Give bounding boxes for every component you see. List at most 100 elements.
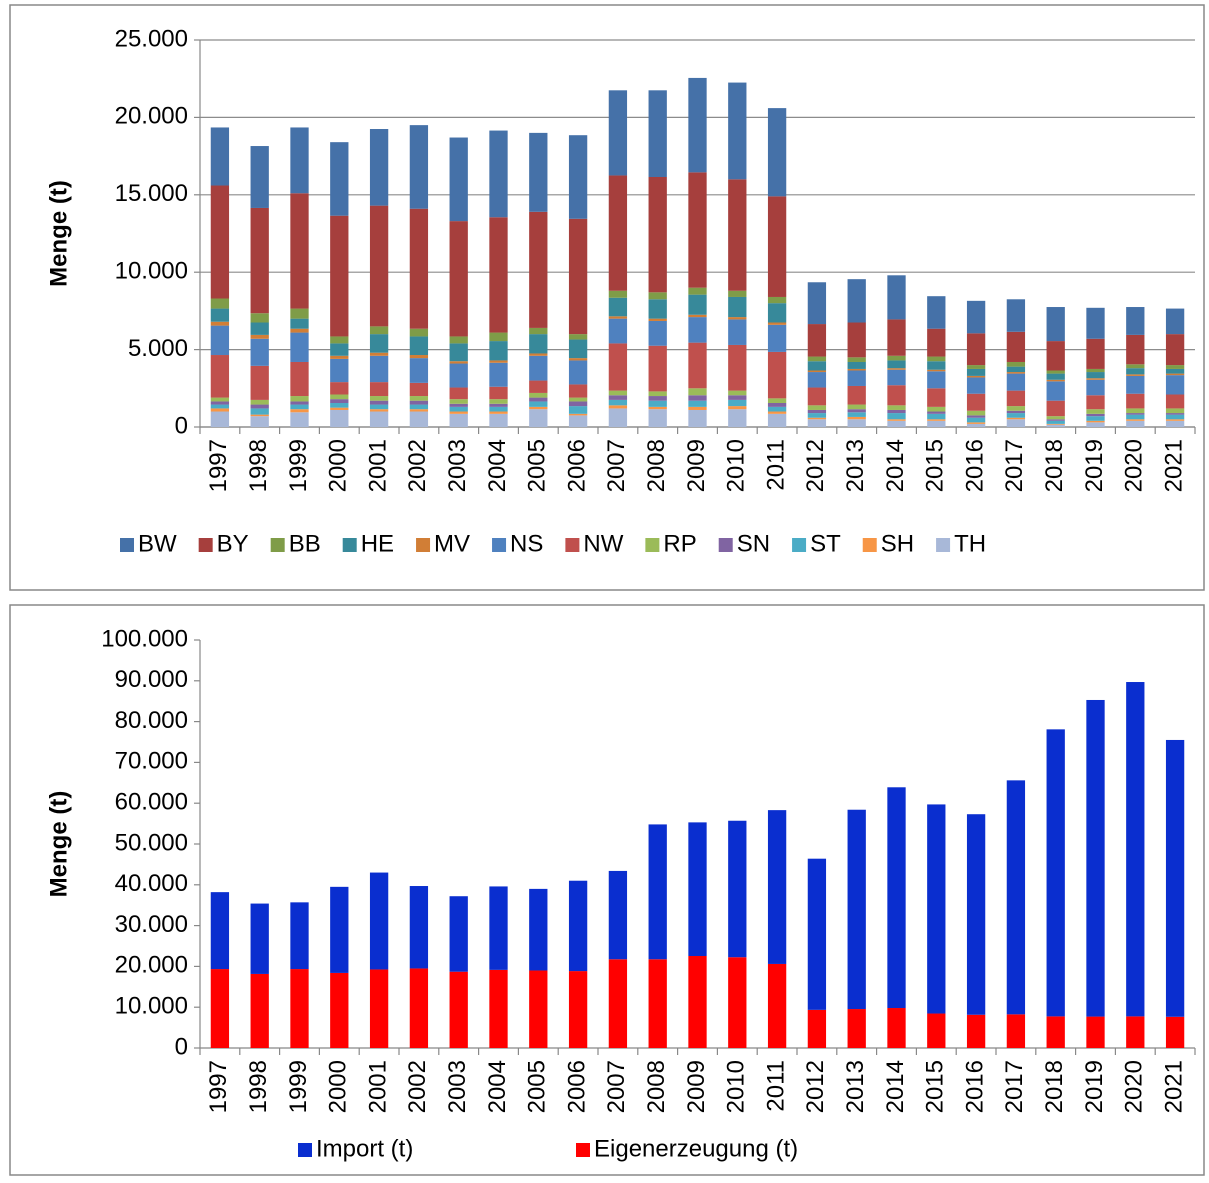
- bar-segment: [330, 403, 349, 408]
- x-tick-label: 2017: [1001, 1060, 1028, 1113]
- bar-segment: [887, 368, 906, 370]
- legend-swatch: [298, 1143, 312, 1157]
- bar-segment: [927, 406, 946, 412]
- x-tick-label: 2012: [802, 1060, 829, 1113]
- bar-segment: [210, 408, 230, 412]
- bar-segment: [767, 322, 787, 325]
- bar-segment: [290, 409, 309, 413]
- bar-segment: [648, 959, 667, 1048]
- bar-segment: [1006, 373, 1026, 391]
- bar-segment: [330, 343, 349, 356]
- bar-segment: [688, 317, 707, 343]
- legend-swatch: [270, 538, 285, 552]
- bar-segment: [449, 221, 468, 337]
- bar-segment: [966, 422, 986, 424]
- bar-segment: [250, 322, 269, 335]
- x-tick-label: 2015: [922, 1060, 949, 1113]
- bar-segment: [767, 398, 787, 404]
- bar-segment: [608, 390, 628, 396]
- legend-swatch: [565, 538, 580, 552]
- bar-segment: [489, 413, 508, 427]
- bar-segment: [1086, 1016, 1105, 1048]
- bar-segment: [728, 399, 747, 407]
- bar-segment: [887, 405, 906, 410]
- legend-label: Eigenerzeugung (t): [594, 1135, 798, 1162]
- y-axis-label: Menge (t): [45, 180, 72, 287]
- x-tick-label: 2005: [524, 1060, 551, 1113]
- bar-segment: [966, 393, 986, 411]
- bar-segment: [409, 328, 429, 337]
- bar-segment: [1086, 699, 1105, 1017]
- x-tick-label: 2004: [484, 439, 511, 492]
- bar-segment: [608, 399, 628, 406]
- bar-segment: [1165, 414, 1185, 420]
- bar-segment: [369, 404, 389, 410]
- bar-segment: [767, 413, 787, 427]
- y-tick-label: 10.000: [115, 993, 188, 1020]
- bar-segment: [330, 142, 349, 216]
- bar-segment: [927, 371, 946, 389]
- bar-segment: [449, 336, 468, 344]
- bar-segment: [648, 176, 667, 293]
- bar-segment: [648, 320, 667, 346]
- bar-segment: [290, 361, 309, 397]
- bar-segment: [648, 345, 667, 392]
- x-tick-label: 1997: [205, 439, 232, 492]
- bar-segment: [847, 412, 866, 417]
- x-tick-label: 2020: [1121, 439, 1148, 492]
- legend-swatch: [792, 538, 807, 552]
- bar-segment: [767, 108, 787, 197]
- bar-segment: [1165, 373, 1185, 376]
- bar-segment: [409, 358, 429, 383]
- bar-segment: [369, 411, 389, 427]
- y-tick-label: 15.000: [115, 180, 188, 207]
- bar-segment: [529, 334, 548, 354]
- bar-segment: [608, 90, 628, 176]
- bar-segment: [210, 298, 230, 309]
- bar-segment: [409, 355, 429, 359]
- legend-label: NW: [583, 530, 623, 557]
- bar-segment: [767, 403, 787, 407]
- bar-segment: [330, 215, 349, 337]
- bar-segment: [1006, 361, 1026, 367]
- bar-segment: [529, 355, 548, 381]
- legend-label: ST: [810, 530, 841, 557]
- x-tick-label: 2015: [922, 439, 949, 492]
- bar-segment: [1086, 338, 1105, 369]
- chart-frame: [9, 4, 1205, 591]
- x-tick-label: 2011: [762, 1060, 789, 1112]
- bar-segment: [807, 405, 827, 410]
- bar-segment: [290, 401, 309, 405]
- bar-segment: [608, 343, 628, 391]
- x-tick-label: 2017: [1001, 439, 1028, 492]
- y-tick-label: 25.000: [115, 25, 188, 52]
- bar-segment: [807, 409, 827, 414]
- bar-segment: [1165, 420, 1185, 427]
- bar-segment: [369, 400, 389, 405]
- bar-segment: [648, 299, 667, 319]
- y-tick-label: 80.000: [115, 707, 188, 734]
- bar-segment: [1126, 334, 1145, 365]
- bar-segment: [250, 313, 269, 323]
- bar-segment: [369, 396, 389, 401]
- x-tick-label: 2004: [484, 1060, 511, 1113]
- bar-segment: [290, 332, 309, 362]
- bar-segment: [449, 403, 468, 407]
- bar-segment: [688, 400, 707, 407]
- bar-segment: [1165, 413, 1185, 415]
- bar-segment: [529, 380, 548, 393]
- bar-segment: [568, 360, 588, 385]
- legend-swatch: [120, 538, 134, 552]
- x-tick-label: 2002: [404, 1060, 431, 1113]
- bar-segment: [568, 384, 588, 398]
- bar-segment: [966, 814, 986, 1015]
- bar-segment: [648, 318, 667, 321]
- bar-segment: [449, 971, 468, 1048]
- y-tick-label: 5.000: [128, 335, 188, 362]
- bar-segment: [1046, 307, 1065, 342]
- bar-segment: [369, 205, 389, 327]
- bar-segment: [807, 413, 827, 418]
- bar-segment: [449, 361, 468, 364]
- bar-segment: [1126, 414, 1145, 420]
- bar-segment: [807, 370, 827, 373]
